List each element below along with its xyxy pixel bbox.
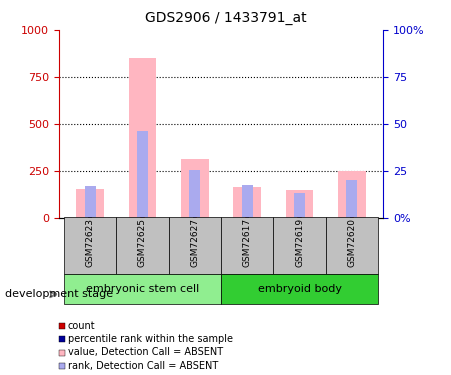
- Bar: [294, 193, 305, 217]
- Text: GSM72617: GSM72617: [243, 218, 252, 267]
- Bar: [286, 190, 313, 217]
- Text: GSM72623: GSM72623: [86, 218, 95, 267]
- Bar: [338, 171, 366, 217]
- Bar: [76, 189, 104, 217]
- Text: development stage: development stage: [5, 290, 113, 299]
- Text: embryonic stem cell: embryonic stem cell: [86, 284, 199, 294]
- FancyBboxPatch shape: [273, 217, 326, 274]
- Text: GSM72625: GSM72625: [138, 218, 147, 267]
- FancyBboxPatch shape: [64, 217, 116, 274]
- Text: rank, Detection Call = ABSENT: rank, Detection Call = ABSENT: [68, 361, 218, 370]
- FancyBboxPatch shape: [326, 217, 378, 274]
- Bar: [189, 170, 200, 217]
- FancyBboxPatch shape: [221, 274, 378, 304]
- FancyBboxPatch shape: [64, 274, 221, 304]
- Bar: [346, 180, 358, 218]
- Text: GSM72620: GSM72620: [347, 218, 356, 267]
- Bar: [242, 185, 253, 218]
- FancyBboxPatch shape: [221, 217, 273, 274]
- Bar: [84, 186, 96, 218]
- Text: percentile rank within the sample: percentile rank within the sample: [68, 334, 233, 344]
- Text: GSM72619: GSM72619: [295, 218, 304, 267]
- Text: embryoid body: embryoid body: [258, 284, 341, 294]
- Bar: [137, 131, 148, 218]
- Bar: [234, 187, 261, 218]
- FancyBboxPatch shape: [116, 217, 169, 274]
- Text: GDS2906 / 1433791_at: GDS2906 / 1433791_at: [145, 11, 306, 25]
- FancyBboxPatch shape: [169, 217, 221, 274]
- Text: count: count: [68, 321, 95, 331]
- Bar: [129, 58, 156, 217]
- Text: GSM72627: GSM72627: [190, 218, 199, 267]
- Bar: [181, 159, 208, 218]
- Text: value, Detection Call = ABSENT: value, Detection Call = ABSENT: [68, 348, 223, 357]
